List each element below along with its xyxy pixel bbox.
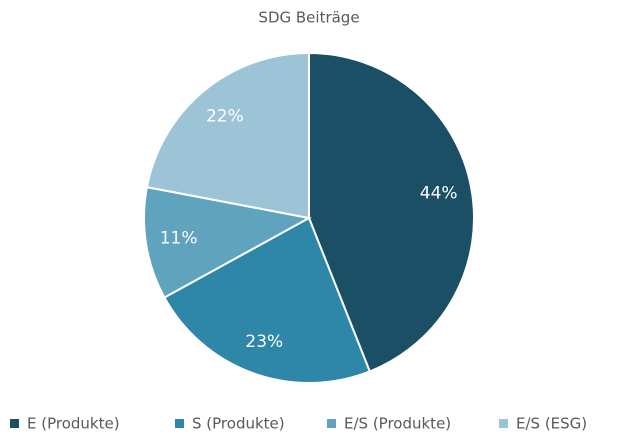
pie-slice (143, 185, 312, 299)
legend-swatch (175, 419, 184, 428)
data-label: 44% (420, 183, 458, 203)
legend-label: E (Produkte) (27, 415, 120, 433)
legend-label: E/S (Produkte) (344, 415, 451, 433)
data-label: 22% (206, 106, 244, 126)
legend-label: E/S (ESG) (516, 415, 587, 433)
pie-slice (308, 51, 475, 373)
data-label: 23% (245, 332, 283, 352)
legend-swatch (327, 419, 336, 428)
legend-swatch (499, 419, 508, 428)
data-label: 11% (160, 229, 198, 249)
legend-swatch (10, 419, 19, 428)
pie-slice (145, 51, 310, 220)
chart-title: SDG Beiträge (258, 9, 359, 27)
pie-slice (163, 216, 372, 384)
legend-label: S (Produkte) (192, 415, 285, 433)
